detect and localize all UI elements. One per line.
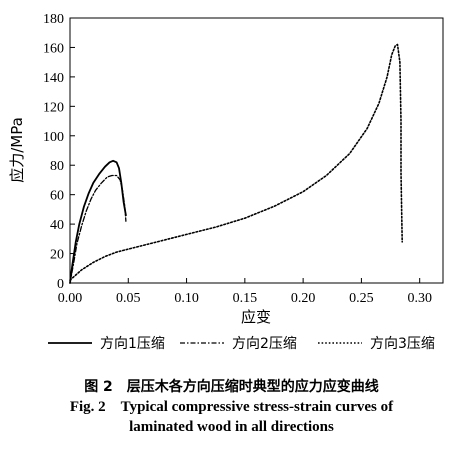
- x-tick-label: 0.10: [174, 291, 199, 306]
- legend: 方向1压缩 方向2压缩 方向3压缩: [48, 336, 435, 352]
- y-tick-label: 120: [43, 100, 64, 115]
- y-tick-label: 20: [50, 248, 64, 263]
- legend-label-1: 方向1压缩: [100, 336, 165, 352]
- x-tick-label: 0.15: [233, 291, 258, 306]
- caption-english-line-1: Fig. 2 Typical compressive stress-strain…: [69, 399, 394, 415]
- y-tick-label: 140: [43, 71, 64, 86]
- y-tick-label: 40: [50, 218, 64, 233]
- y-tick-label: 80: [50, 159, 64, 174]
- x-tick-label: 0.20: [291, 291, 316, 306]
- legend-label-3: 方向3压缩: [370, 336, 435, 352]
- series-line-2: [69, 174, 127, 284]
- y-tick-label: 0: [57, 277, 64, 292]
- y-tick-label: 60: [50, 189, 64, 204]
- caption-english-line-2: laminated wood in all directions: [129, 419, 334, 435]
- data-series: [69, 43, 403, 284]
- series-line-3: [69, 43, 403, 281]
- x-tick-label: 0.05: [116, 291, 141, 306]
- x-tick-label: 0.25: [349, 291, 374, 306]
- y-tick-label: 100: [43, 130, 64, 145]
- series-line-1: [69, 159, 127, 284]
- y-tick-label: 160: [43, 41, 64, 56]
- plot-frame: [69, 17, 444, 284]
- stress-strain-chart: 0.00 0.05 0.10 0.15 0.20 0.25 0.30 0 20 40 60 80 100…: [8, 12, 444, 352]
- x-tick-label: 0.30: [407, 291, 432, 306]
- x-tick-label: 0.00: [58, 291, 83, 306]
- y-tick-label: 180: [43, 12, 64, 27]
- axis-ticks: 0.00 0.05 0.10 0.15 0.20 0.25 0.30 0 20 40 60 80 100…: [43, 12, 432, 306]
- legend-label-2: 方向2压缩: [232, 336, 297, 352]
- figure-caption: 图 2 层压木各方向压缩时典型的应力应变曲线 Fig. 2 Typical co…: [0, 377, 463, 437]
- caption-english: Fig. 2 Typical compressive stress-strain…: [0, 397, 463, 437]
- caption-chinese: 图 2 层压木各方向压缩时典型的应力应变曲线: [84, 379, 379, 395]
- y-axis-title: 应力/MPa: [8, 117, 26, 183]
- x-axis-title: 应变: [241, 308, 271, 326]
